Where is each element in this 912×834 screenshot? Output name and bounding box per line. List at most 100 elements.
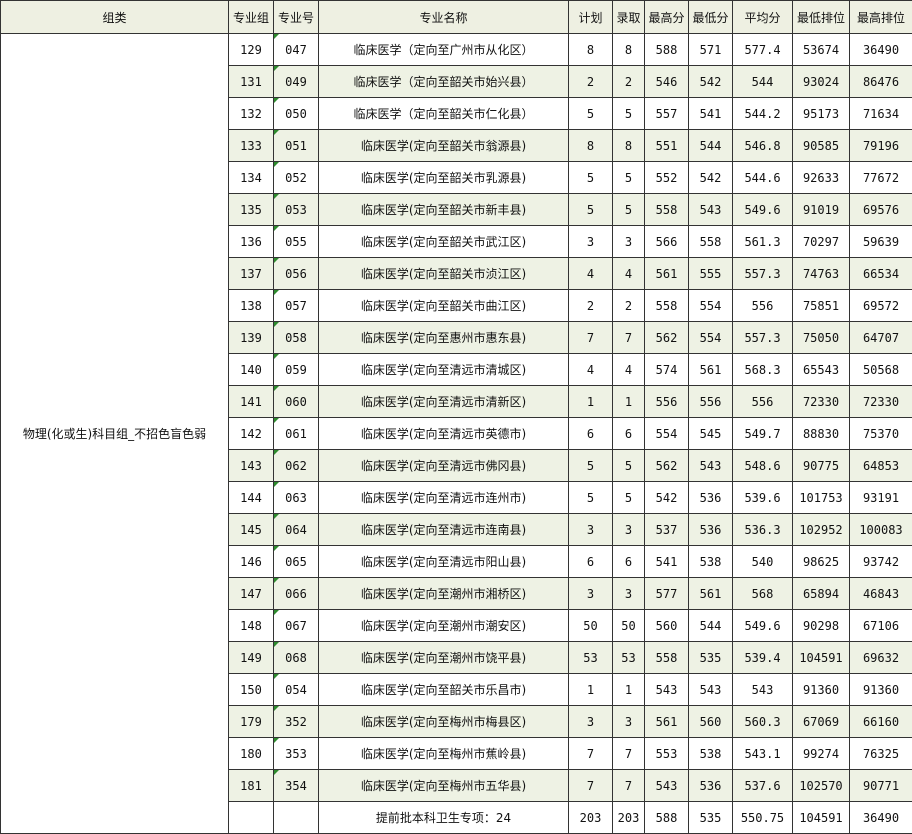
- table-cell: 354: [274, 770, 319, 802]
- column-header: 专业组: [229, 1, 274, 34]
- table-cell: 75370: [850, 418, 912, 450]
- table-cell: 538: [689, 546, 733, 578]
- table-cell: 561: [645, 258, 689, 290]
- table-cell: 537.6: [733, 770, 793, 802]
- table-cell: 64853: [850, 450, 912, 482]
- table-cell: 46843: [850, 578, 912, 610]
- table-cell: 549.6: [733, 610, 793, 642]
- table-cell: 86476: [850, 66, 912, 98]
- table-cell: 540: [733, 546, 793, 578]
- table-cell: 057: [274, 290, 319, 322]
- table-cell: 5: [613, 194, 645, 226]
- table-cell: 90771: [850, 770, 912, 802]
- table-cell: 5: [613, 450, 645, 482]
- table-cell: 543: [645, 770, 689, 802]
- table-cell: 临床医学(定向至韶关市曲江区): [319, 290, 569, 322]
- table-cell: 561: [689, 578, 733, 610]
- table-cell: 65894: [793, 578, 850, 610]
- table-cell: 92633: [793, 162, 850, 194]
- table-cell: 2: [569, 66, 613, 98]
- table-cell: 066: [274, 578, 319, 610]
- table-cell: 8: [569, 34, 613, 66]
- table-cell: 99274: [793, 738, 850, 770]
- table-cell: 556: [645, 386, 689, 418]
- table-cell: 051: [274, 130, 319, 162]
- table-cell: 554: [645, 418, 689, 450]
- table-cell: 72330: [850, 386, 912, 418]
- table-cell: 53: [613, 642, 645, 674]
- table-cell: 543: [645, 674, 689, 706]
- table-cell: 临床医学(定向至韶关市武江区): [319, 226, 569, 258]
- table-cell: 135: [229, 194, 274, 226]
- table-cell: 148: [229, 610, 274, 642]
- table-cell: 53: [569, 642, 613, 674]
- table-cell: 临床医学(定向至潮州市饶平县): [319, 642, 569, 674]
- table-cell: 146: [229, 546, 274, 578]
- table-cell: 134: [229, 162, 274, 194]
- table-cell: 69576: [850, 194, 912, 226]
- table-cell: 67069: [793, 706, 850, 738]
- table-cell: 7: [569, 738, 613, 770]
- table-cell: 4: [569, 258, 613, 290]
- table-cell: 539.6: [733, 482, 793, 514]
- table-cell: 142: [229, 418, 274, 450]
- table-cell: 临床医学（定向至韶关市仁化县）: [319, 98, 569, 130]
- table-cell: 3: [613, 514, 645, 546]
- table-cell: 145: [229, 514, 274, 546]
- table-cell: 临床医学(定向至惠州市惠东县): [319, 322, 569, 354]
- table-cell: 50568: [850, 354, 912, 386]
- table-cell: 352: [274, 706, 319, 738]
- table-cell: 6: [569, 418, 613, 450]
- column-header: 录取: [613, 1, 645, 34]
- table-cell: 5: [613, 162, 645, 194]
- table-cell: 临床医学(定向至梅州市梅县区): [319, 706, 569, 738]
- table-cell: 131: [229, 66, 274, 98]
- table-cell: 055: [274, 226, 319, 258]
- table-cell: 临床医学（定向至广州市从化区）: [319, 34, 569, 66]
- table-cell: 79196: [850, 130, 912, 162]
- table-cell: 1: [569, 386, 613, 418]
- table-cell: 558: [645, 194, 689, 226]
- table-cell: 临床医学(定向至潮州市潮安区): [319, 610, 569, 642]
- table-cell: 提前批本科卫生专项：24: [319, 802, 569, 834]
- table-cell: 568: [733, 578, 793, 610]
- table-cell: 71634: [850, 98, 912, 130]
- table-cell: 5: [569, 482, 613, 514]
- table-cell: 546.8: [733, 130, 793, 162]
- table-cell: 144: [229, 482, 274, 514]
- table-cell: 93191: [850, 482, 912, 514]
- table-cell: 557: [645, 98, 689, 130]
- table-cell: 561: [645, 706, 689, 738]
- table-cell: 临床医学(定向至梅州市五华县): [319, 770, 569, 802]
- table-cell: 138: [229, 290, 274, 322]
- table-cell: 临床医学(定向至清远市清城区): [319, 354, 569, 386]
- table-cell: 7: [613, 738, 645, 770]
- table-cell: 90298: [793, 610, 850, 642]
- table-cell: 临床医学(定向至清远市连南县): [319, 514, 569, 546]
- table-cell: 90585: [793, 130, 850, 162]
- table-cell: 95173: [793, 98, 850, 130]
- table-cell: 67106: [850, 610, 912, 642]
- table-cell: 059: [274, 354, 319, 386]
- table-cell: 062: [274, 450, 319, 482]
- table-cell: 65543: [793, 354, 850, 386]
- table-cell: 556: [733, 386, 793, 418]
- table-cell: 6: [613, 418, 645, 450]
- table-cell: 537: [645, 514, 689, 546]
- table-cell: 4: [569, 354, 613, 386]
- table-cell: 536: [689, 770, 733, 802]
- table-cell: 053: [274, 194, 319, 226]
- table-cell: 50: [613, 610, 645, 642]
- table-cell: 063: [274, 482, 319, 514]
- table-cell: 1: [569, 674, 613, 706]
- table-cell: 562: [645, 322, 689, 354]
- table-cell: 66534: [850, 258, 912, 290]
- table-cell: 557.3: [733, 322, 793, 354]
- table-cell: 临床医学(定向至韶关市新丰县): [319, 194, 569, 226]
- table-cell: 102952: [793, 514, 850, 546]
- table-cell: 临床医学(定向至清远市英德市): [319, 418, 569, 450]
- table-cell: 88830: [793, 418, 850, 450]
- table-cell: 91019: [793, 194, 850, 226]
- table-cell: 139: [229, 322, 274, 354]
